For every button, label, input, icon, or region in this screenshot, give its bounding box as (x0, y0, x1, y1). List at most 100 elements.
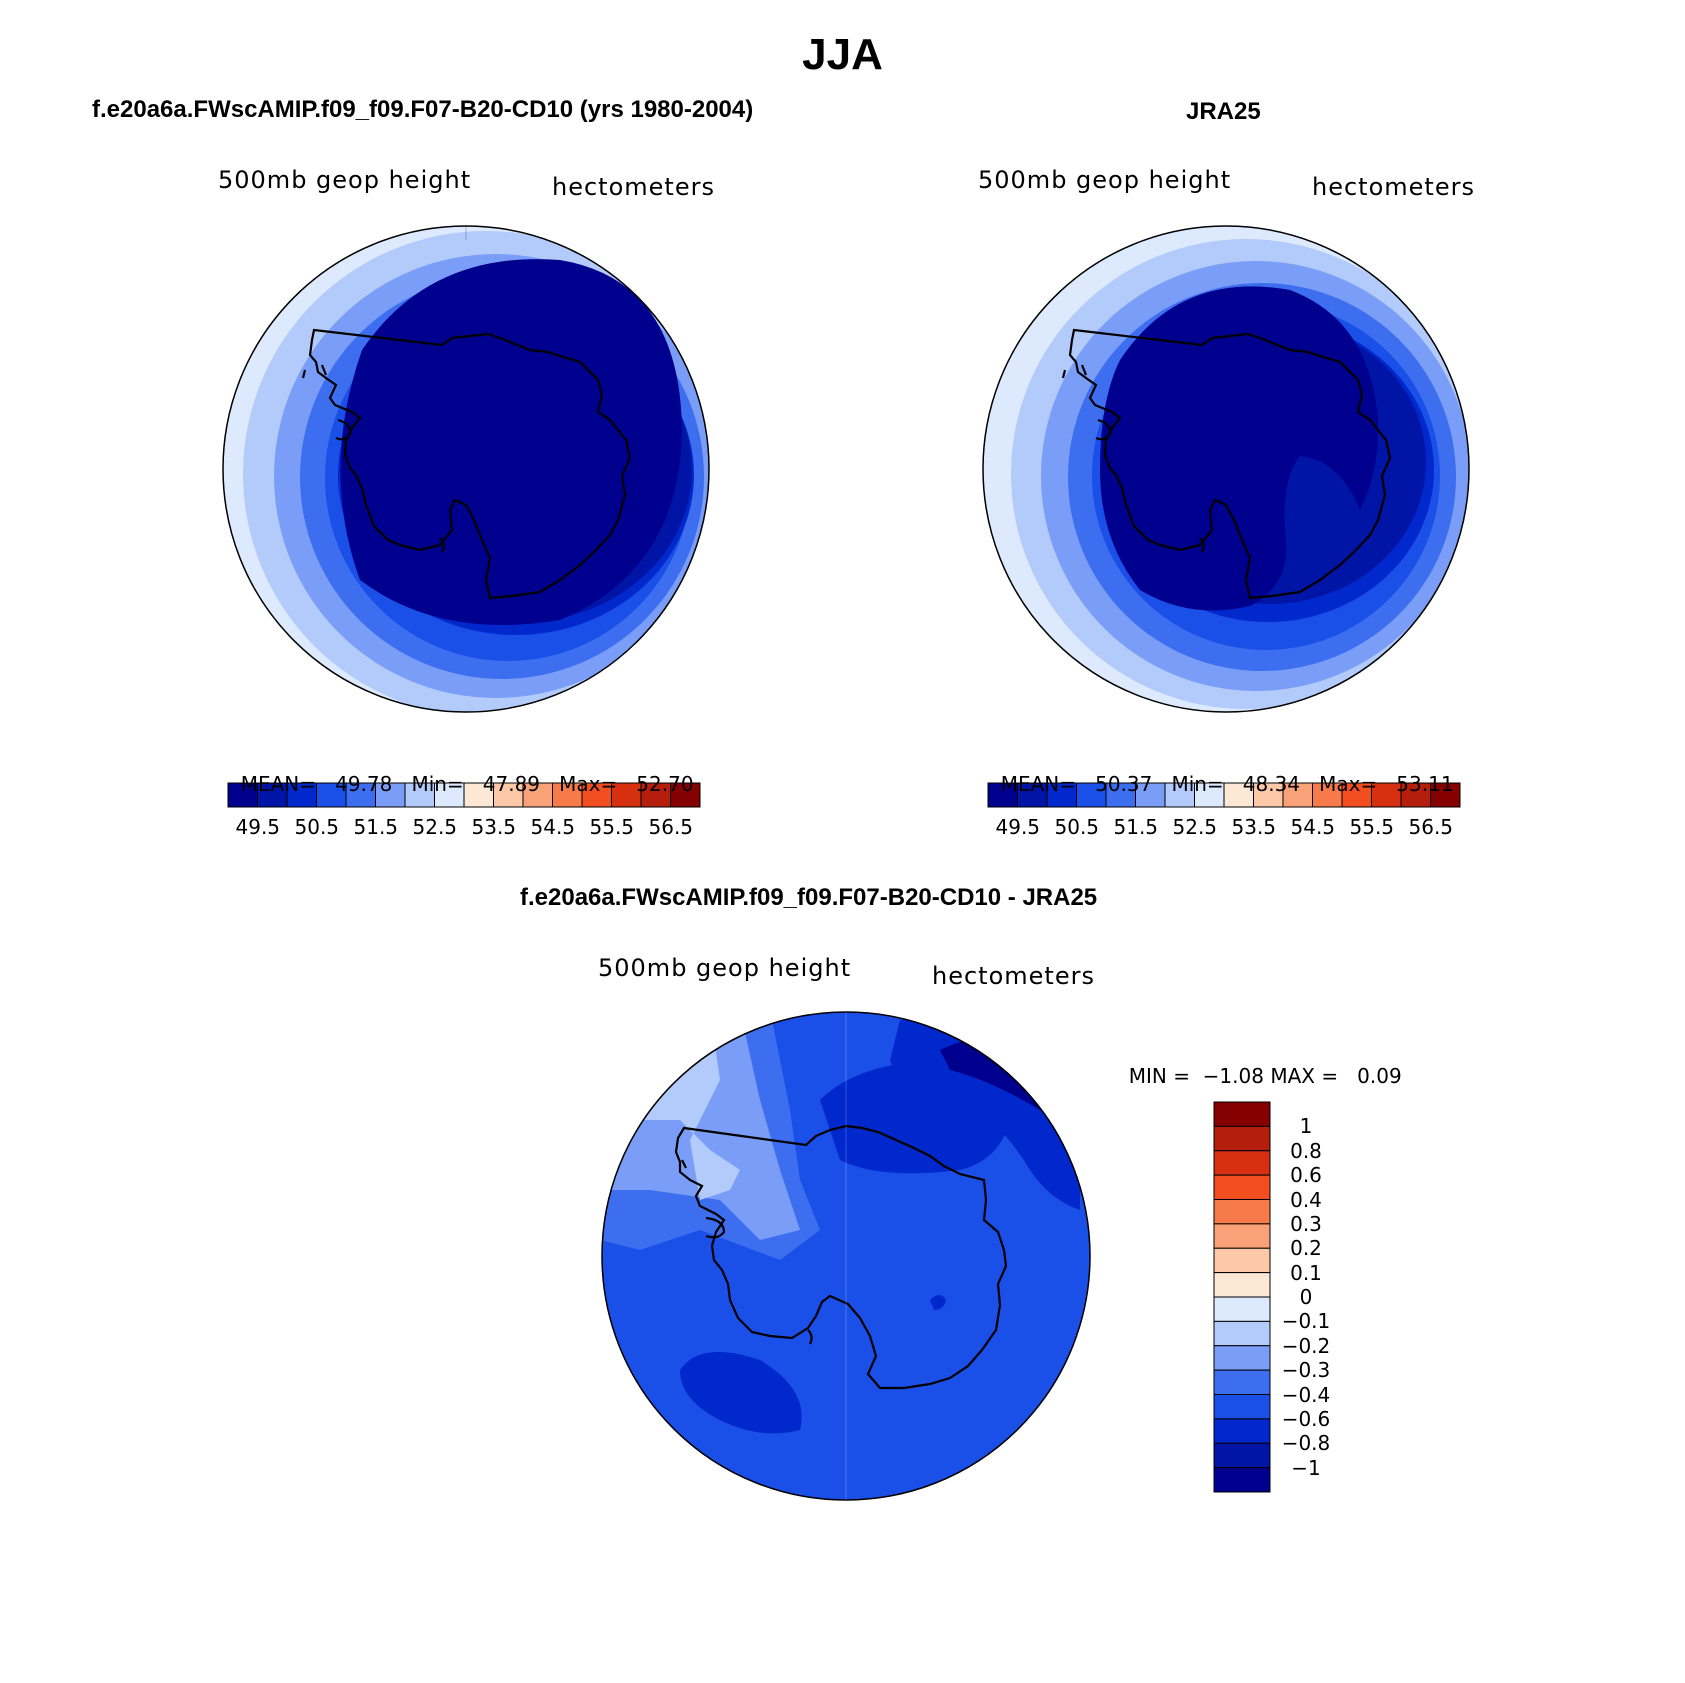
model-band-core (340, 259, 682, 625)
obs-contour-fill (983, 226, 1469, 712)
model-colorbar-tick-label: 49.5 (235, 815, 281, 839)
model-colorbar-swatch (493, 782, 524, 808)
obs-map-border (982, 225, 1470, 713)
diff-colorbar-swatch (1213, 1199, 1271, 1225)
model-colorbar-swatch (640, 782, 671, 808)
model-panel-title: f.e20a6a.FWscAMIP.f09_f09.F07-B20-CD10 (… (92, 96, 754, 123)
model-units-label: hectometers (552, 173, 715, 201)
diff-contour-fill (602, 1012, 1090, 1500)
diff-band-base (602, 1012, 1090, 1500)
model-min-label: Min= (411, 772, 464, 796)
obs-min-label: Min= (1171, 772, 1224, 796)
figure-title: JJA (802, 30, 883, 79)
obs-colorbar-tick-label: 56.5 (1408, 815, 1454, 839)
obs-coastline (1061, 328, 1392, 600)
diff-colorbar-tick-label: −0.1 (1281, 1309, 1331, 1334)
diff-colorbar-swatch (1213, 1223, 1271, 1249)
obs-band-core (1100, 286, 1379, 611)
obs-units-label: hectometers (1312, 173, 1475, 201)
model-colorbar-tick-label: 51.5 (353, 815, 399, 839)
model-mean-value: 49.78 (335, 772, 393, 796)
diff-colorbar-swatch (1213, 1320, 1271, 1347)
model-colorbar-tick-label: 56.5 (648, 815, 694, 839)
model-colorbar-swatch (286, 782, 317, 808)
model-colorbar-swatch (316, 782, 347, 808)
obs-colorbar-swatch (1341, 782, 1372, 808)
obs-colorbar-swatch (1135, 782, 1166, 808)
model-map-border (222, 225, 710, 713)
diff-colorbar-swatch (1213, 1442, 1271, 1469)
diff-min-value: −1.08 (1202, 1064, 1264, 1088)
diff-stats: MIN = −1.08 MAX = 0.09 (1116, 1040, 1402, 1088)
obs-field-label: 500mb geop height (978, 166, 1232, 194)
diff-panel-title: f.e20a6a.FWscAMIP.f09_f09.F07-B20-CD10 -… (520, 884, 1098, 911)
obs-colorbar-swatch (1282, 782, 1313, 808)
model-field-label: 500mb geop height (218, 166, 472, 194)
diff-colorbar-swatch (1213, 1418, 1271, 1444)
diff-colorbar-swatch (1213, 1272, 1271, 1298)
obs-stats: MEAN= 50.37 Min= 48.34 Max= 53.11 (988, 748, 1454, 796)
model-colorbar-tick-label: 50.5 (294, 815, 340, 839)
model-colorbar-swatch (581, 782, 612, 808)
diff-colorbar-tick-label: 0.3 (1290, 1211, 1322, 1236)
model-max-label: Max= (559, 772, 618, 796)
obs-colorbar-tick-label: 52.5 (1172, 815, 1218, 839)
obs-colorbar-swatch (1105, 782, 1136, 808)
model-max-value: 52.70 (636, 772, 694, 796)
diff-colorbar-tick-label: 0.1 (1290, 1260, 1322, 1285)
obs-colorbar-tick-label: 54.5 (1290, 815, 1336, 839)
model-contour-fill (223, 226, 709, 712)
obs-mean-value: 50.37 (1095, 772, 1153, 796)
obs-min-value: 48.34 (1242, 772, 1301, 796)
model-colorbar (227, 782, 701, 808)
diff-colorbar-tick-label: −0.8 (1281, 1431, 1331, 1456)
diff-colorbar-swatch (1213, 1345, 1271, 1371)
obs-colorbar (987, 782, 1461, 808)
diff-colorbar-swatch (1213, 1174, 1271, 1200)
diff-max-value: 0.09 (1357, 1064, 1402, 1088)
obs-colorbar-tick-label: 49.5 (995, 815, 1041, 839)
obs-panel-title: JRA25 (1186, 98, 1261, 125)
model-colorbar-swatch (345, 782, 376, 808)
diff-min-label: MIN = (1128, 1064, 1190, 1088)
diff-band-m06d (930, 1295, 946, 1310)
model-mean-label: MEAN= (240, 772, 317, 796)
diff-colorbar-swatch (1213, 1296, 1271, 1322)
diff-colorbar-tick-label: 0.4 (1290, 1187, 1322, 1212)
diff-colorbar-tick-label: −0.4 (1281, 1382, 1331, 1407)
diff-units-label: hectometers (932, 962, 1095, 990)
diff-colorbar-swatch (1213, 1125, 1271, 1152)
diff-colorbar-tick-label: 1 (1299, 1114, 1313, 1139)
obs-colorbar-swatch (1312, 782, 1343, 808)
model-colorbar-tick-label: 55.5 (589, 815, 635, 839)
diff-colorbar-swatch (1213, 1101, 1271, 1127)
diff-colorbar-swatch (1213, 1394, 1271, 1420)
obs-colorbar-swatch (1046, 782, 1077, 808)
obs-colorbar-swatch (1430, 782, 1461, 808)
obs-colorbar-swatch (1164, 782, 1195, 808)
diff-colorbar (1213, 1101, 1271, 1493)
obs-colorbar-tick-label: 55.5 (1349, 815, 1395, 839)
obs-colorbar-tick-label: 53.5 (1231, 815, 1277, 839)
diff-colorbar-tick-label: 0.2 (1290, 1236, 1322, 1261)
diff-colorbar-tick-label: 0.6 (1290, 1163, 1322, 1188)
diff-colorbar-swatch (1213, 1369, 1271, 1395)
diff-max-label: MAX = (1270, 1064, 1339, 1088)
diff-field-label: 500mb geop height (598, 954, 852, 982)
obs-max-label: Max= (1319, 772, 1378, 796)
model-colorbar-swatch (611, 782, 642, 808)
model-colorbar-swatch (404, 782, 435, 808)
obs-mean-label: MEAN= (1000, 772, 1077, 796)
obs-colorbar-swatch (1017, 782, 1048, 808)
model-colorbar-tick-label: 54.5 (530, 815, 576, 839)
model-colorbar-swatch (670, 782, 701, 808)
model-colorbar-tick-label: 53.5 (471, 815, 517, 839)
diff-colorbar-tick-label: −0.6 (1281, 1406, 1331, 1431)
diff-colorbar-swatch (1213, 1150, 1271, 1176)
obs-max-value: 53.11 (1396, 772, 1454, 796)
diff-map-border (601, 1011, 1091, 1501)
model-colorbar-tick-label: 52.5 (412, 815, 458, 839)
diff-band-p01 (602, 1012, 680, 1080)
diff-colorbar-tick-label: 0.8 (1290, 1138, 1322, 1163)
